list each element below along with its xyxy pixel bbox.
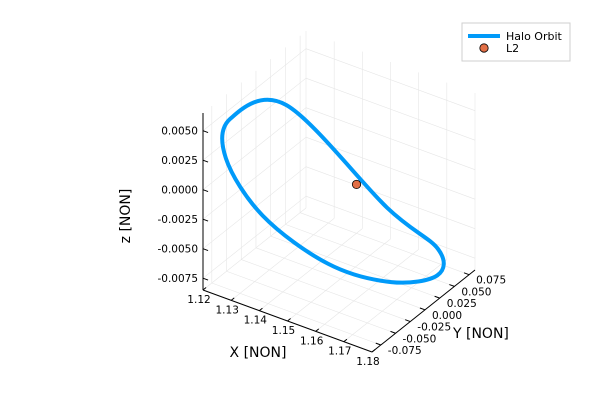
z-gridline-sidewall-5 xyxy=(202,48,307,131)
legend-l2-marker xyxy=(479,43,489,53)
y-tick-mark-5 xyxy=(449,284,455,287)
y-gridline-floor-5 xyxy=(285,224,455,287)
z-tick-label-0: -0.0075 xyxy=(157,273,198,285)
y-tick-mark-1 xyxy=(390,330,396,334)
x-tick-mark-1 xyxy=(230,297,235,301)
y-tick-label-5: 0.050 xyxy=(461,286,491,298)
z-axis-title: z [NON] xyxy=(118,189,134,244)
y-tick-label-6: 0.075 xyxy=(476,275,506,287)
y-tick-mark-6 xyxy=(463,272,470,276)
z-gridline-sidewall-3 xyxy=(202,107,307,190)
x-gridline-floor-0 xyxy=(202,207,307,291)
x-tick-mark-4 xyxy=(315,328,320,332)
x-gridline-floor-2 xyxy=(259,228,363,311)
x-gridline-floor-4 xyxy=(315,249,419,332)
x-gridline-floor-3 xyxy=(287,238,391,322)
z-tick-mark-0 xyxy=(202,277,209,281)
legend-l2-label: L2 xyxy=(506,42,519,55)
z-tick-label-5: 0.0050 xyxy=(161,126,198,138)
z-tick-mark-2 xyxy=(202,218,209,222)
z-gridline-backwall-5 xyxy=(305,48,476,111)
y-tick-mark-3 xyxy=(419,307,426,311)
x-tick-mark-6 xyxy=(371,349,376,353)
legend-halo-orbit-label: Halo Orbit xyxy=(506,30,563,43)
y-tick-label-0: -0.075 xyxy=(388,345,422,357)
z-tick-mark-3 xyxy=(202,189,209,193)
y-tick-mark-4 xyxy=(434,295,440,299)
y-gridline-floor-1 xyxy=(226,270,396,334)
z-gridline-sidewall-0 xyxy=(202,195,307,279)
z-gridline-backwall-0 xyxy=(305,195,476,259)
z-gridline-sidewall-4 xyxy=(202,77,307,161)
data-layer xyxy=(220,97,446,285)
legend: Halo Orbit L2 xyxy=(461,22,571,62)
z-tick-mark-4 xyxy=(202,159,209,163)
x-tick-mark-2 xyxy=(259,307,263,312)
x-tick-mark-3 xyxy=(287,318,291,322)
y-axis-title: Y [NON] xyxy=(452,326,509,342)
y-tick-label-2: -0.025 xyxy=(417,322,451,334)
z-gridline-sidewall-2 xyxy=(202,136,307,220)
y-tick-label-4: 0.025 xyxy=(447,298,477,310)
x-gridline-floor-1 xyxy=(230,218,335,301)
z-tick-mark-1 xyxy=(202,248,209,252)
y-axis-line xyxy=(371,269,476,353)
x-tick-label-1: 1.13 xyxy=(216,304,239,316)
y-gridline-floor-0 xyxy=(211,282,381,346)
x-axis-title: X [NON] xyxy=(230,345,287,361)
z-tick-label-1: -0.0050 xyxy=(157,244,198,256)
x-gridline-floor-5 xyxy=(343,259,448,342)
x-tick-label-5: 1.17 xyxy=(328,346,351,358)
x-tick-label-2: 1.14 xyxy=(244,315,268,327)
y-gridline-floor-2 xyxy=(241,259,411,322)
x-tick-label-3: 1.15 xyxy=(272,325,295,337)
x-tick-mark-5 xyxy=(343,338,348,343)
y-tick-mark-0 xyxy=(375,342,382,346)
z-tick-label-3: 0.0000 xyxy=(161,185,198,197)
x-tick-label-0: 1.12 xyxy=(187,294,210,306)
z-gridline-backwall-1 xyxy=(305,166,476,229)
series-halo-orbit-line xyxy=(220,97,446,285)
y-gridline-floor-3 xyxy=(255,247,426,311)
y-tick-label-1: -0.050 xyxy=(403,333,437,345)
axes-lines xyxy=(202,113,476,353)
z-tick-label-2: -0.0025 xyxy=(157,214,198,226)
tick-labels: 1.12 1.13 1.14 1.15 1.16 1.17 1.18 -0.075-0.050… xyxy=(157,126,506,368)
x-tick-mark-0 xyxy=(202,287,207,291)
z-tick-label-4: 0.0025 xyxy=(161,155,198,167)
y-gridline-floor-6 xyxy=(300,212,470,275)
legend-box xyxy=(461,22,571,62)
z-gridline-backwall-4 xyxy=(305,77,476,141)
series-l2-point-0 xyxy=(351,179,362,190)
z-tick-mark-5 xyxy=(202,130,209,134)
y-tick-label-3: 0.000 xyxy=(432,310,462,322)
z-gridline-backwall-3 xyxy=(305,107,476,170)
y-tick-mark-2 xyxy=(405,319,411,323)
x-tick-label-6: 1.18 xyxy=(356,356,379,368)
x-tick-label-4: 1.16 xyxy=(300,335,324,347)
